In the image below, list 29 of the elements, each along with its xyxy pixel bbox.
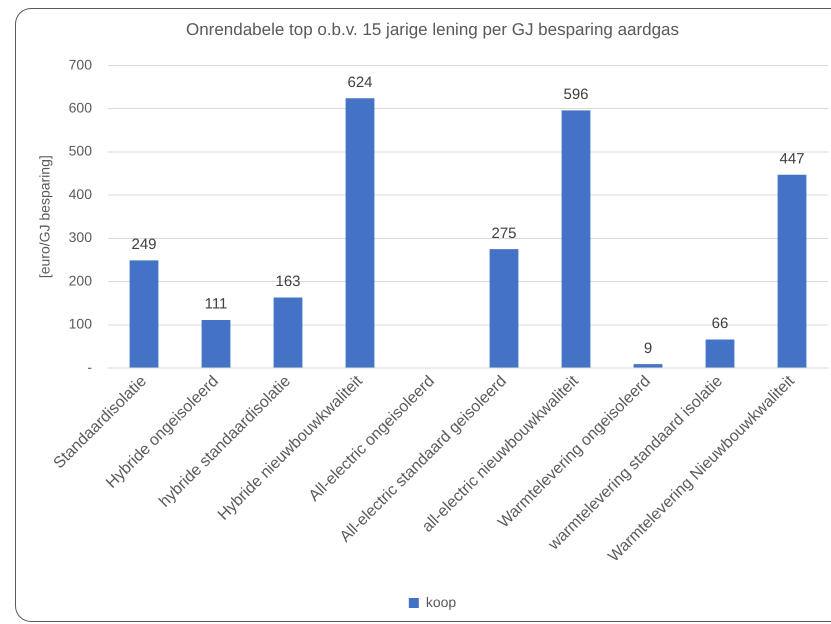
bar xyxy=(778,174,806,368)
data-label: 66 xyxy=(712,315,728,332)
y-tick-label: 200 xyxy=(68,272,92,288)
bar xyxy=(706,339,734,368)
bar xyxy=(562,110,590,368)
y-axis-title: [euro/GJ besparing] xyxy=(36,155,52,278)
data-label: 163 xyxy=(275,273,301,290)
data-label: 596 xyxy=(563,86,589,103)
chart-title: Onrendabele top o.b.v. 15 jarige lening per GJ besparing aardgas xyxy=(186,20,680,39)
y-tick-label: 600 xyxy=(68,99,92,116)
y-tick-label: 700 xyxy=(68,56,92,72)
y-tick-label: - xyxy=(87,358,92,375)
y-tick-label: 400 xyxy=(68,186,92,202)
bar xyxy=(130,260,158,368)
data-label: 447 xyxy=(779,150,805,168)
data-label: 624 xyxy=(347,74,373,91)
legend-label: koop xyxy=(426,594,456,610)
data-label: 275 xyxy=(491,224,517,242)
bar xyxy=(202,320,230,368)
y-tick-label: 500 xyxy=(68,142,92,159)
y-tick-label: 300 xyxy=(68,229,92,246)
y-tick-label: 100 xyxy=(68,316,92,332)
data-label: 111 xyxy=(204,296,228,313)
data-label: 249 xyxy=(131,236,157,253)
bar xyxy=(274,298,302,368)
bar xyxy=(490,249,518,368)
data-label: 9 xyxy=(644,340,652,357)
bar xyxy=(346,98,374,368)
bar xyxy=(634,364,662,368)
